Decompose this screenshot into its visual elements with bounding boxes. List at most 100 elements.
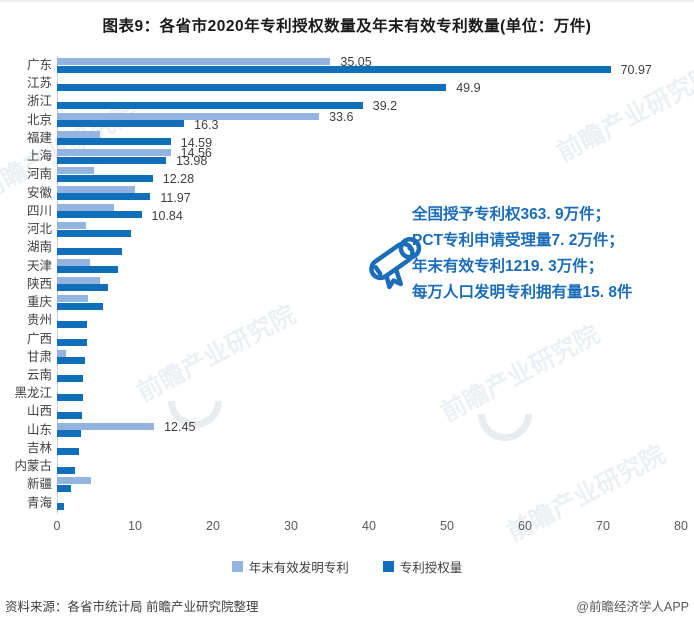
y-axis-label: 重庆 (26, 295, 52, 310)
bar-granted (57, 156, 167, 164)
bar-granted (57, 247, 122, 255)
bar-row: 新疆 (2, 475, 692, 493)
bar-value-label: 33.6 (329, 109, 354, 124)
x-axis-tick-label: 30 (284, 519, 298, 533)
bar-row: 内蒙古 (2, 457, 692, 475)
plot-area: 广东 35.05 70.97 江苏 49.9 浙江 39.2 北京 33.6 16.3 福建 14.5… (2, 56, 692, 512)
y-axis-label: 云南 (26, 367, 52, 382)
bar-value-label: 16.3 (194, 117, 219, 132)
y-axis-label: 吉林 (26, 440, 52, 455)
bar-valid (57, 149, 171, 157)
bar-granted (57, 484, 72, 492)
bar-group (57, 311, 692, 329)
bar-granted (57, 448, 79, 456)
bar-group (57, 366, 692, 384)
bar-row: 北京 33.6 16.3 (2, 109, 692, 132)
bar-granted (57, 430, 82, 438)
bar-valid (57, 477, 92, 485)
x-axis-tick-label: 10 (128, 519, 142, 533)
y-axis-label: 河北 (26, 222, 52, 237)
y-axis-label: 江苏 (26, 76, 52, 91)
bar-value-label: 12.45 (164, 419, 196, 434)
annotation-line: PCT专利申请受理量7. 2万件； (412, 232, 624, 249)
annotation-line: 年末有效专利1219. 3万件； (412, 258, 604, 275)
bar-valid (57, 276, 100, 284)
bar-row: 上海 14.56 13.98 (2, 146, 692, 169)
bar-value-label: 13.98 (176, 154, 208, 169)
bar-granted (57, 138, 171, 146)
bar-group (57, 494, 692, 512)
legend-item-valid: 年末有效发明专利 (231, 557, 349, 576)
bar-valid (57, 112, 320, 120)
chart-title: 图表9：各省市2020年专利授权数量及年末有效专利数量(单位：万件) (102, 18, 592, 35)
bar-group (57, 330, 692, 348)
bar-row: 重庆 (2, 293, 692, 311)
legend-swatch-granted-icon (382, 561, 394, 572)
bar-granted (57, 503, 65, 511)
bar-granted (57, 466, 75, 474)
y-axis-label: 河南 (26, 167, 52, 182)
bar-row: 湖南 (2, 238, 692, 256)
bar-granted (57, 174, 153, 182)
chart-legend: 年末有效发明专利 专利授权量 (0, 557, 694, 576)
bar-group (57, 275, 692, 293)
bar-group (57, 257, 692, 275)
bar-valid (57, 58, 331, 65)
bar-row: 黑龙江 (2, 384, 692, 402)
x-axis-tick-label: 40 (362, 519, 376, 533)
bar-valid (57, 167, 95, 175)
bar-group (57, 238, 692, 256)
annotation-block: 全国授予专利权363. 9万件； PCT专利申请受理量7. 2万件； 年末有效专… (412, 202, 632, 306)
bar-granted (57, 193, 151, 201)
bar-row: 陕西 (2, 275, 692, 293)
bar-value-label: 70.97 (620, 63, 652, 77)
bar-group: 12.45 (57, 419, 692, 439)
y-axis-label: 广西 (26, 331, 52, 346)
y-axis-label: 福建 (26, 130, 52, 145)
bar-group (57, 348, 692, 366)
y-axis-label: 新疆 (26, 477, 52, 492)
bar-granted (57, 411, 82, 419)
bar-group: 11.97 (57, 184, 692, 205)
legend-label-granted: 专利授权量 (399, 561, 463, 575)
bar-group: 39.2 (57, 92, 692, 113)
bar-group (57, 220, 692, 238)
bar-group: 14.59 (57, 129, 692, 149)
bar-group: 12.28 (57, 165, 692, 186)
bar-granted (57, 120, 185, 128)
y-axis-label: 上海 (26, 149, 52, 164)
bar-group (57, 293, 692, 311)
legend-swatch-valid-icon (231, 561, 243, 572)
bar-value-label: 11.97 (160, 190, 191, 205)
bar-row: 浙江 39.2 (2, 92, 692, 113)
y-axis-label: 广东 (26, 58, 52, 72)
bar-row: 广东 35.05 70.97 (2, 56, 692, 77)
bar-group: 33.6 16.3 (57, 109, 692, 132)
bar-group (57, 439, 692, 457)
bar-row: 江苏 49.9 (2, 74, 692, 96)
bar-value-label: 14.56 (180, 146, 212, 161)
bar-row: 河北 (2, 220, 692, 238)
bar-granted (57, 229, 132, 237)
y-axis-label: 贵州 (26, 313, 52, 328)
bar-row: 云南 (2, 366, 692, 384)
bar-valid (57, 295, 89, 303)
y-axis-label: 浙江 (26, 94, 52, 109)
y-axis-label: 北京 (26, 112, 52, 127)
x-axis-tick-label: 80 (674, 519, 688, 533)
y-axis-label: 黑龙江 (14, 386, 52, 401)
bar-row: 吉林 (2, 439, 692, 457)
bar-group (57, 402, 692, 420)
bar-row: 广西 (2, 330, 692, 348)
legend-item-granted: 专利授权量 (382, 557, 463, 576)
bar-granted (57, 375, 83, 383)
y-axis-label: 内蒙古 (14, 459, 52, 474)
bar-value-label: 49.9 (456, 81, 481, 96)
bar-group: 35.05 70.97 (57, 56, 692, 77)
y-axis-label: 四川 (26, 203, 52, 218)
bar-granted (57, 83, 447, 91)
bar-valid (57, 422, 155, 430)
bar-row: 安徽 11.97 (2, 184, 692, 205)
y-axis-label: 陕西 (26, 276, 52, 291)
